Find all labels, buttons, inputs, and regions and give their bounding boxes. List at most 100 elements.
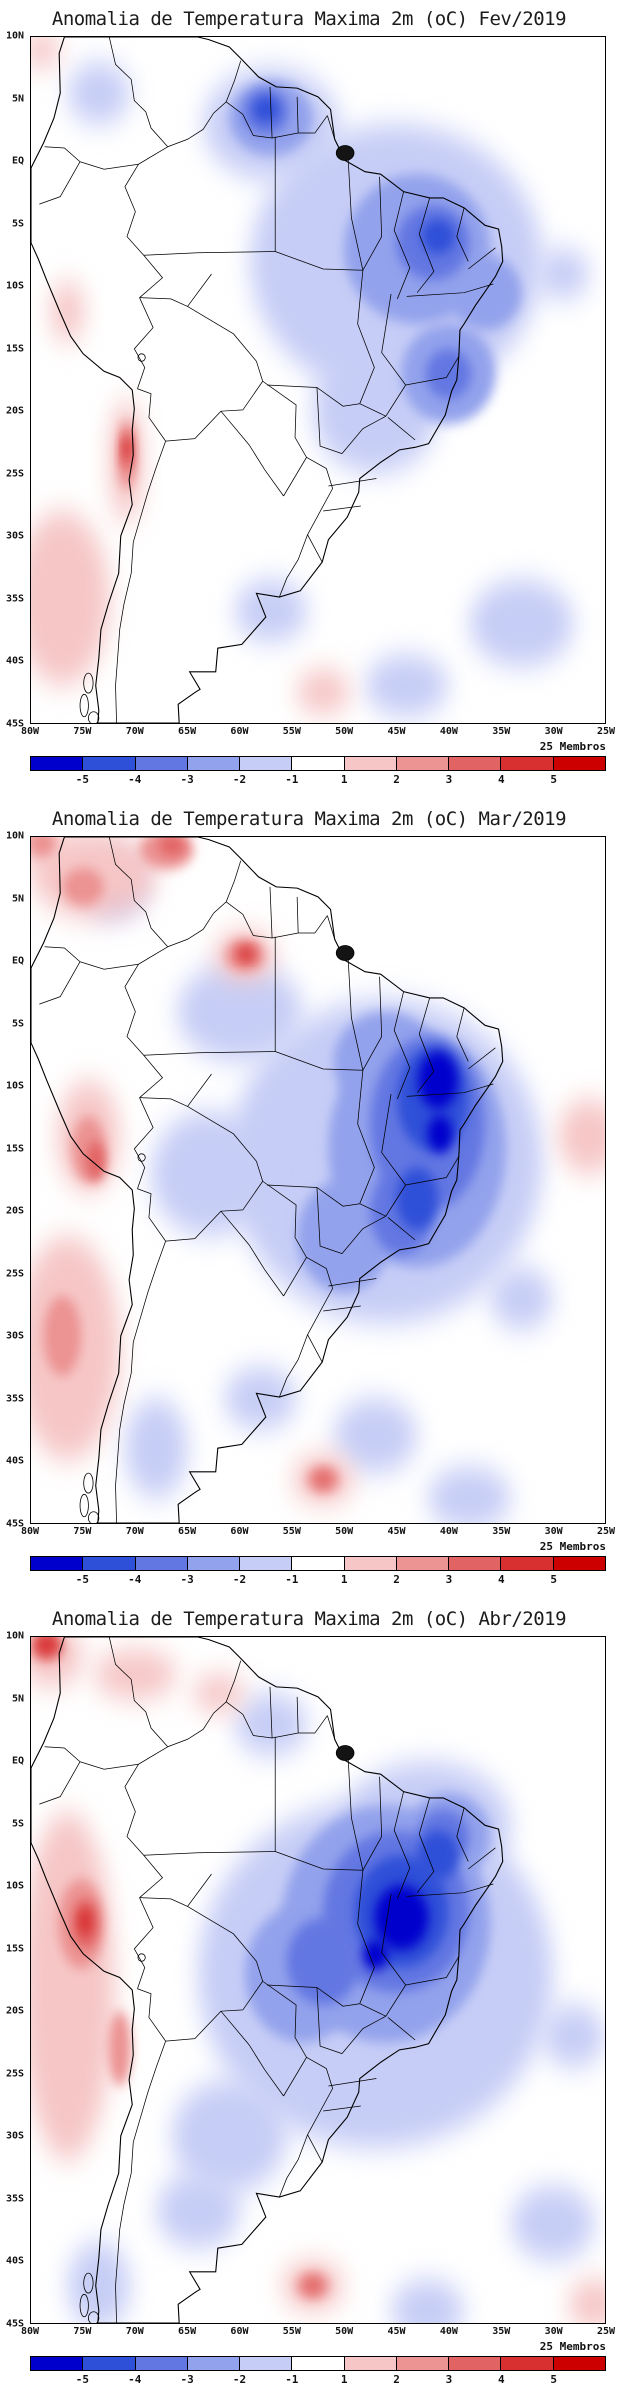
colorbar-segments	[30, 1556, 606, 1571]
colorbar-segment	[186, 1557, 240, 1570]
border-path	[323, 506, 361, 511]
border-path	[363, 977, 382, 1071]
lon-tick-label: 35W	[492, 1526, 511, 1537]
panel-title: Anomalia de Temperatura Maxima 2m (oC) M…	[51, 808, 567, 830]
coastlines-and-borders	[31, 37, 503, 723]
lat-tick-label: 15S	[5, 1143, 24, 1155]
anomaly-blob	[286, 1917, 360, 2005]
anomaly-blob	[171, 2079, 287, 2193]
border-path	[80, 947, 168, 969]
border-path	[457, 1808, 468, 1862]
lon-tick-label: 50W	[335, 2326, 354, 2337]
lon-tick-label: 60W	[230, 1526, 249, 1537]
panel-title: Anomalia de Temperatura Maxima 2m (oC) F…	[51, 8, 567, 30]
colorbar: -5 -4 -3 -2 -1 1 2 3 4 5	[30, 2356, 606, 2388]
lon-tick-label: 40W	[439, 2326, 458, 2337]
border-path	[406, 1956, 459, 1985]
border-path	[39, 162, 80, 204]
border-path	[134, 1898, 153, 1989]
lon-axis: 80W 75W 70W 65W 60W 55W 50W 45W 40W 35W 30W 25W	[21, 724, 615, 738]
colorbar-tick-label: 5	[550, 1573, 557, 1586]
border-path	[394, 192, 410, 299]
colorbar-tick-label: 3	[445, 1573, 453, 1586]
island-shape	[84, 673, 93, 693]
border-path	[267, 1985, 360, 2006]
anomaly-blob	[158, 837, 186, 856]
lon-tick-label: 65W	[178, 1526, 197, 1537]
border-path	[140, 1898, 263, 1982]
border-path	[307, 1257, 333, 1334]
border-path	[394, 992, 410, 1099]
lat-tick-label: 5N	[11, 93, 24, 105]
map-canvas	[30, 36, 606, 724]
colorbar-labels: -5 -4 -3 -2 -1 1 2 3 4 5	[30, 1571, 606, 1586]
border-path	[308, 2135, 323, 2162]
anomaly-blob	[362, 1940, 388, 1971]
lon-tick-label: 55W	[282, 726, 301, 737]
anomaly-blob	[156, 2173, 240, 2249]
border-path	[363, 177, 382, 271]
border-path	[308, 1335, 323, 1362]
anomaly-blob	[192, 1674, 245, 1712]
lon-tick-label: 25W	[596, 2326, 616, 2337]
border-path	[342, 1985, 406, 2054]
anomaly-blob	[364, 654, 449, 717]
colorbar-segment	[395, 1557, 449, 1570]
anomaly-blob	[304, 2278, 322, 2294]
border-path	[327, 1716, 334, 1740]
colorbar-tick-label: -3	[180, 2373, 194, 2386]
colorbar-tick-label: -5	[75, 2373, 89, 2386]
colorbar-tick-label: -2	[232, 773, 247, 786]
anomaly-blob	[427, 1466, 512, 1523]
border-path	[297, 1697, 298, 1733]
lon-tick-label: 75W	[73, 2326, 92, 2337]
members-label: 25 Membros	[539, 2340, 606, 2353]
colorbar-tick-label: 3	[445, 2373, 453, 2386]
anomaly-blob	[374, 1885, 429, 1951]
colorbar-segment	[82, 2357, 135, 2370]
border-path	[45, 947, 80, 962]
lon-tick-label: 60W	[230, 2326, 249, 2337]
border-path	[116, 2041, 166, 2323]
border-path	[116, 1241, 166, 1523]
lat-tick-label: EQ	[11, 155, 24, 167]
border-path	[109, 837, 167, 947]
island-shape	[336, 946, 354, 961]
anomaly-blob	[314, 1471, 332, 1487]
border-path	[360, 2004, 386, 2016]
anomaly-blob	[417, 1830, 459, 1881]
border-path	[39, 962, 80, 1004]
island-shape	[88, 1512, 98, 1523]
border-path	[137, 389, 165, 441]
border-path	[279, 535, 307, 597]
lon-tick-label: 80W	[20, 2326, 40, 2337]
border-path	[317, 1187, 342, 1253]
south-america-map	[31, 37, 590, 723]
border-path	[263, 1981, 307, 2096]
lon-tick-label: 35W	[492, 726, 511, 737]
anomaly-blob	[296, 669, 351, 715]
border-path	[270, 1687, 272, 1738]
anomaly-blob	[234, 579, 308, 642]
lon-tick-label: 60W	[230, 726, 249, 737]
colorbar-tick-label: 2	[393, 773, 400, 786]
border-path	[226, 102, 327, 138]
south-america-map	[31, 1637, 605, 2323]
border-path	[382, 1894, 406, 1985]
lat-tick-label: 10N	[5, 30, 24, 42]
lon-tick-label: 50W	[335, 726, 354, 737]
lon-tick-label: 50W	[335, 1526, 354, 1537]
border-path	[279, 1335, 307, 1397]
colorbar-segment	[552, 757, 605, 770]
lat-tick-label: 40S	[5, 2255, 24, 2267]
lon-tick-label: 70W	[125, 726, 144, 737]
colorbar-tick-label: -2	[232, 1573, 247, 1586]
anomaly-blob	[124, 1398, 188, 1499]
lon-tick-label: 75W	[73, 726, 92, 737]
colorbar-segment	[239, 1557, 292, 1570]
colorbar-tick-label: -4	[128, 2373, 142, 2386]
lon-axis: 80W 75W 70W 65W 60W 55W 50W 45W 40W 35W 30W 25W	[21, 1524, 615, 1538]
lat-tick-label: 10S	[5, 280, 24, 292]
border-path	[144, 1852, 275, 1856]
lat-tick-label: 25S	[5, 468, 24, 480]
